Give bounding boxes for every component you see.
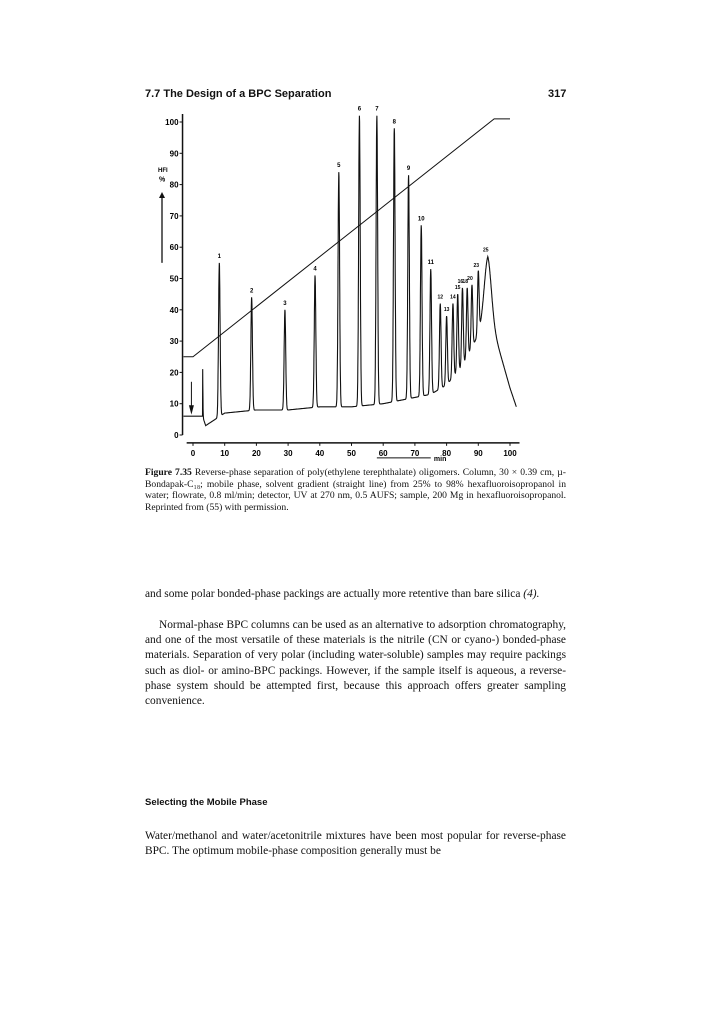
peak-label: 13 (444, 307, 450, 313)
peak-label: 23 (474, 263, 480, 269)
arrow-head-icon (188, 405, 194, 415)
arrow-head-icon (159, 191, 165, 198)
x-tick-label: 20 (252, 449, 261, 458)
y-tick-label: 60 (170, 243, 179, 252)
y-axis-label: HFI (158, 168, 168, 174)
peak-label: 12 (437, 295, 443, 301)
peak-label: 9 (407, 166, 411, 172)
peak-label: 15 (455, 285, 461, 291)
x-tick-label: 10 (220, 449, 229, 458)
paragraph: and some polar bonded-phase packings are… (145, 587, 566, 602)
gradient-line (183, 118, 510, 358)
peak-label: 11 (428, 260, 435, 266)
y-tick-label: 40 (170, 306, 179, 315)
peak-label: 10 (418, 216, 425, 222)
y-tick-label: 50 (170, 275, 179, 284)
peak-label: 5 (337, 163, 341, 169)
x-tick-label: 30 (284, 449, 293, 458)
figure-label: Figure 7.35 (145, 467, 192, 478)
x-axis-label: min (434, 456, 446, 463)
peak-label: 18 (462, 279, 468, 285)
section-heading: Selecting the Mobile Phase (145, 797, 268, 808)
citation: (4). (520, 588, 540, 600)
paragraph: Normal-phase BPC columns can be used as … (145, 619, 566, 708)
x-tick-label: 70 (410, 449, 419, 458)
peak-label: 8 (393, 119, 397, 125)
chromatogram-chart: 0 10 20 30 40 50 60 70 80 90 100 HFI% 0 10 20 30 40 50 60 7… (158, 107, 520, 463)
peak-label: 25 (483, 248, 489, 254)
x-tick-label: 40 (315, 449, 324, 458)
x-tick-label: 90 (474, 449, 483, 458)
peak-label: 1 (218, 254, 222, 260)
paragraph: Water/methanol and water/acetonitrile mi… (145, 830, 566, 858)
peak-label: 20 (467, 276, 473, 282)
running-header: 7.7 The Design of a BPC Separation (145, 88, 332, 100)
y-tick-label: 10 (170, 400, 179, 409)
figure-caption: Figure 7.35 Reverse-phase separation of … (145, 467, 566, 513)
x-tick-label: 100 (503, 449, 517, 458)
y-axis-label-unit: % (159, 176, 166, 183)
peak-label: 6 (358, 107, 362, 113)
paragraph-text: and some polar bonded-phase packings are… (145, 588, 521, 600)
page-number: 317 (548, 88, 567, 100)
x-tick-label: 60 (379, 449, 388, 458)
peak-label: 2 (250, 288, 254, 294)
y-tick-label: 80 (170, 181, 179, 190)
y-tick-label: 90 (170, 149, 179, 158)
peak-label: 3 (283, 301, 287, 307)
y-tick-label: 70 (170, 212, 179, 221)
peak-label: 4 (313, 266, 317, 272)
chromatogram-trace (183, 115, 517, 427)
y-tick-label: 0 (174, 431, 179, 440)
peak-label: 14 (450, 295, 456, 301)
peak-label: 16 (458, 279, 464, 285)
x-tick-label: 80 (442, 449, 451, 458)
caption-text: Reverse-phase separation of poly(ethylen… (145, 467, 566, 513)
y-tick-label: 100 (165, 118, 179, 127)
x-tick-label: 50 (347, 449, 356, 458)
y-tick-label: 20 (170, 368, 179, 377)
x-tick-label: 0 (191, 449, 196, 458)
peak-label: 7 (375, 107, 379, 113)
y-tick-label: 30 (170, 337, 179, 346)
